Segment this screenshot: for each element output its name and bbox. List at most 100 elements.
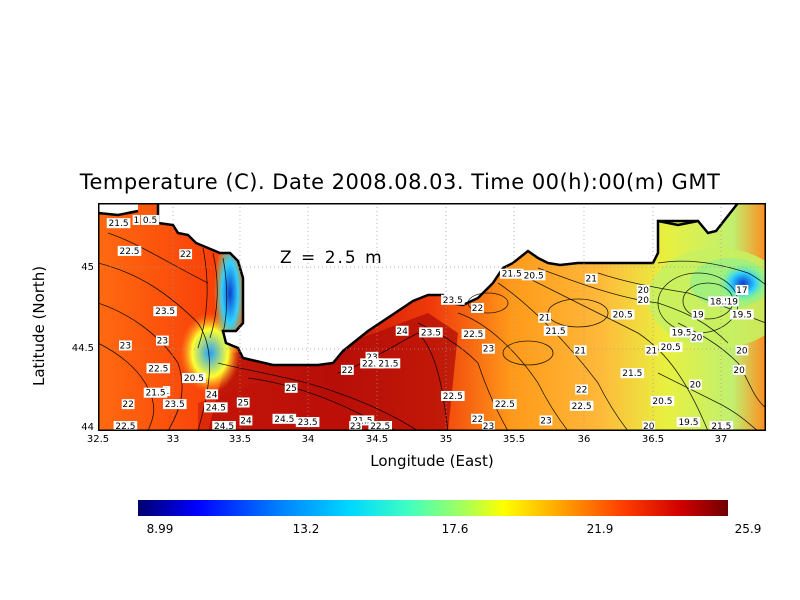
contour-label-text: 21	[539, 314, 550, 324]
contour-label-text: 20.5	[652, 397, 672, 407]
contour-label-text: 0.5	[143, 216, 157, 226]
contour-label: 22	[121, 399, 135, 410]
contour-label: 24	[205, 389, 219, 400]
contour-label: 20.5	[650, 395, 675, 407]
contour-label: 23	[119, 340, 132, 351]
contour-label: 22.5	[360, 358, 384, 369]
contour-label: 21.5	[543, 325, 568, 337]
contour-label: 17	[735, 285, 749, 296]
contour-label-text: 21.5	[711, 422, 731, 431]
contour-label: 20	[642, 421, 656, 431]
contour-label-text: 20.5	[184, 374, 204, 384]
contour-label: 19.5	[669, 327, 694, 338]
contour-label: 21.5	[499, 268, 524, 280]
x-axis-label: Longitude (East)	[370, 452, 494, 470]
contour-label-text: 22	[576, 385, 587, 395]
contour-label-text: 23	[540, 416, 551, 426]
contour-label-text: 23.5	[155, 307, 175, 317]
contour-label: 21.5	[350, 415, 375, 426]
contour-label-text: 22.5	[443, 392, 463, 402]
contour-label: 22.5	[493, 399, 517, 410]
contour-label-text: 21.5	[622, 369, 642, 379]
depth-label: Z = 2.5 m	[280, 248, 384, 268]
contour-label-text: 23	[120, 341, 131, 351]
contour-label-text: 20.5	[524, 271, 544, 281]
contour-label: 22.5	[441, 390, 465, 402]
contour-label: 24.5	[204, 402, 228, 413]
contour-label: 21.5	[376, 358, 401, 369]
contour-label-text: 21.5	[109, 219, 129, 229]
contour-label-text: 24.5	[206, 403, 226, 413]
colorbar-label: 25.9	[734, 522, 762, 536]
x-tick: 32.5	[86, 434, 110, 445]
contour-label-text: 23	[483, 422, 494, 431]
contour-label: 22	[575, 384, 589, 395]
contour-label: 18.5	[708, 296, 732, 307]
colorbar-label: 13.2	[292, 522, 320, 536]
contour-label: 23.5	[441, 294, 465, 306]
colorbar-label: 21.9	[586, 522, 614, 536]
contour-label: 24	[239, 415, 253, 426]
contour-label-text: 24.5	[274, 415, 294, 425]
contour-label-text: 23.5	[443, 296, 463, 306]
contour-label-text: 23.5	[165, 400, 185, 410]
contour-label: 23	[365, 351, 379, 363]
contour-label-text: 1	[133, 216, 139, 226]
contour-label-text: 24.5	[214, 422, 234, 431]
x-tick: 34	[301, 434, 315, 445]
contour-label: 23	[349, 421, 362, 431]
contour-label: 19.5	[676, 417, 701, 428]
x-tick: 36.5	[641, 434, 665, 445]
contour-label-text: 20	[690, 381, 702, 391]
contour-label: 21	[645, 345, 658, 356]
contour-label-text: 23	[366, 353, 377, 363]
contour-label: 23.5	[162, 399, 187, 410]
x-tick: 35.5	[502, 434, 526, 445]
contour-label-text: 20	[733, 366, 745, 376]
contour-label-text: 20	[736, 346, 748, 356]
y-tick: 45	[81, 262, 94, 273]
contour-label: 24.5	[272, 413, 297, 425]
contour-label-text: 22.5	[119, 247, 139, 257]
contour-label-text: 21.5	[352, 416, 372, 426]
coastline-northeast	[657, 219, 699, 227]
y-axis-label: Latitude (North)	[30, 265, 48, 386]
contour-label-text: 17	[736, 286, 747, 296]
contour-label: 20	[735, 345, 749, 356]
contour-label-text: 21	[575, 346, 586, 356]
contour-label: 22.5	[569, 400, 594, 412]
contour-label: 21	[584, 273, 598, 285]
contour-label-text: 22	[180, 250, 191, 260]
x-tick: 34.5	[365, 434, 389, 445]
contour-label: 20	[690, 332, 704, 343]
contour-label: 20.5	[610, 309, 635, 320]
contour-label: 22	[340, 364, 354, 376]
contour-label: 19.5	[730, 309, 754, 320]
plot-title: Temperature (C). Date 2008.08.03. Time 0…	[79, 170, 721, 194]
contour-label: 22	[471, 413, 484, 425]
contour-label-text: 23	[483, 345, 494, 355]
contour-label: 20	[636, 294, 650, 306]
contour-label: 21.5	[143, 387, 168, 399]
contour-label-text: 22	[472, 415, 483, 425]
plot-frame	[98, 203, 766, 431]
contour-label: 22.5	[117, 245, 142, 257]
contour-label-text: 20	[691, 333, 703, 343]
contour-label: 22	[179, 249, 193, 260]
contour-label-text: 18.5	[710, 297, 730, 307]
contour-label-text: 22.5	[370, 422, 390, 431]
contour-label: 22	[471, 302, 484, 314]
contour-label-text: 19.5	[672, 328, 692, 338]
contour-label-text: 19.5	[732, 310, 752, 320]
x-tick: 37	[714, 434, 728, 445]
contour-label-text: 21.5	[378, 359, 398, 369]
colorbar-label: 17.6	[441, 522, 469, 536]
contour-label: 23.5	[295, 417, 320, 428]
colorbar	[138, 500, 728, 516]
contour-label: 23	[539, 415, 553, 426]
contour-label: 22.5	[113, 421, 138, 431]
contour-label: 20.5	[658, 342, 683, 353]
contour-label-text: 20.5	[613, 310, 633, 320]
contour-label-text: 19.5	[678, 418, 698, 428]
contour-label: 21	[538, 312, 552, 324]
